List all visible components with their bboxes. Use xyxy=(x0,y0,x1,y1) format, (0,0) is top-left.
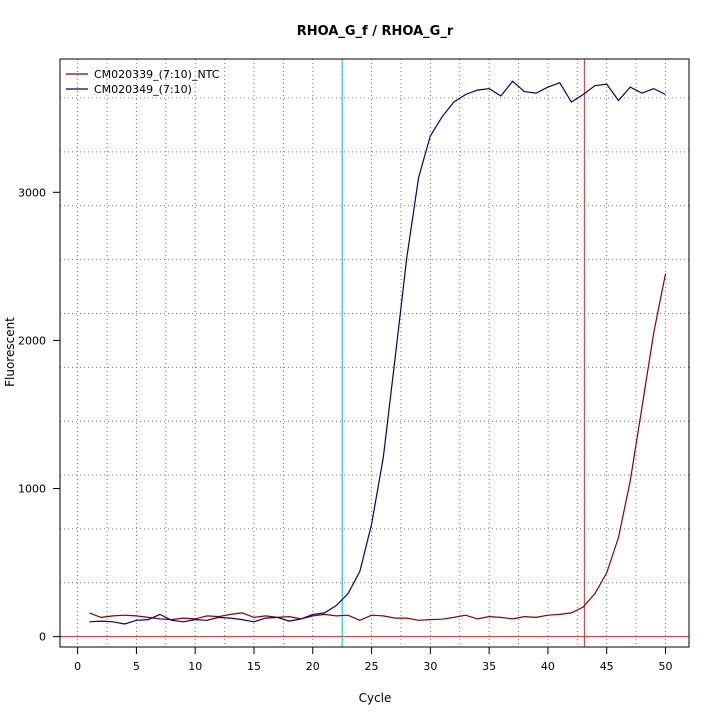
x-tick-label: 0 xyxy=(74,660,81,673)
series-line-2 xyxy=(89,80,666,625)
x-tick-label: 5 xyxy=(133,660,140,673)
legend-label-2: CM020349_(7:10) xyxy=(94,83,192,96)
chart-title: RHOA_G_f / RHOA_G_r xyxy=(297,24,454,39)
plot-frame xyxy=(59,58,690,648)
y-axis-label: Fluorescent xyxy=(3,317,17,387)
y-tick-label: 3000 xyxy=(18,186,46,199)
y-tick-label: 2000 xyxy=(18,334,46,347)
x-tick-label: 30 xyxy=(423,660,437,673)
x-tick-label: 35 xyxy=(482,660,496,673)
y-tick-label: 1000 xyxy=(18,483,46,496)
legend: CM020339_(7:10)_NTC CM020349_(7:10) xyxy=(66,68,220,96)
y-tick-label: 0 xyxy=(39,631,46,644)
x-tick-label: 15 xyxy=(247,660,261,673)
series-lines xyxy=(89,80,667,625)
series-line-1 xyxy=(89,273,667,621)
x-tick-label: 20 xyxy=(306,660,320,673)
axes: 0 5 10 15 20 25 30 35 40 45 50 0 1000 2000 3000 xyxy=(18,58,690,673)
legend-label-1: CM020339_(7:10)_NTC xyxy=(94,68,220,81)
x-tick-label: 45 xyxy=(600,660,614,673)
threshold-lines xyxy=(60,59,689,647)
x-axis-label: Cycle xyxy=(359,691,392,705)
x-tick-label: 10 xyxy=(188,660,202,673)
x-tick-label: 50 xyxy=(658,660,672,673)
x-tick-label: 25 xyxy=(365,660,379,673)
x-tick-label: 40 xyxy=(541,660,555,673)
